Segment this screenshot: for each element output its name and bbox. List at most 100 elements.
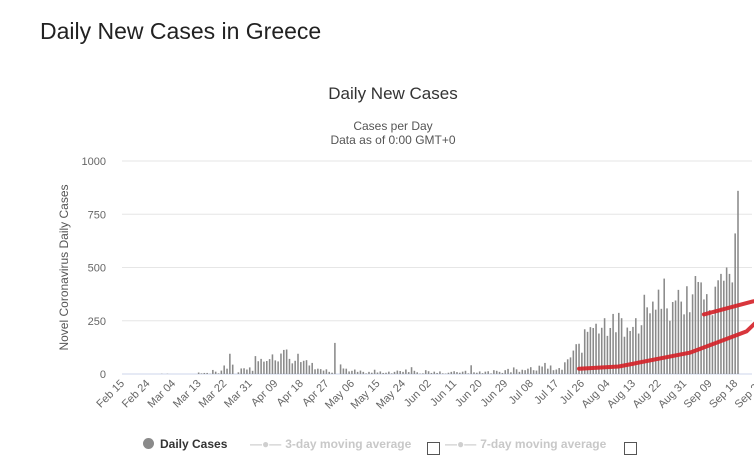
bar: [362, 371, 365, 374]
bar: [501, 372, 504, 374]
bar: [714, 286, 717, 374]
bar: [515, 369, 518, 374]
bar: [223, 365, 225, 374]
bar: [589, 327, 592, 374]
bar: [652, 301, 654, 374]
legend-item-daily-cases[interactable]: Daily Cases: [143, 437, 227, 451]
bar: [263, 361, 265, 374]
annotation-trend-line: [577, 321, 754, 371]
bar: [271, 354, 274, 374]
bar: [294, 360, 296, 374]
bar: [623, 336, 626, 374]
bar: [612, 313, 614, 374]
3-day-average-checkbox[interactable]: [427, 442, 440, 455]
bar: [427, 371, 430, 374]
bar: [547, 368, 549, 374]
bar: [308, 365, 311, 374]
bar: [206, 372, 208, 374]
bar: [635, 318, 637, 374]
bar: [246, 369, 248, 374]
bar: [476, 372, 478, 374]
bar: [348, 371, 350, 374]
bar: [439, 371, 441, 374]
7-day-average-checkbox[interactable]: [624, 442, 637, 455]
bar: [686, 286, 688, 374]
bar: [288, 358, 291, 374]
bar: [317, 368, 319, 374]
bar: [603, 318, 606, 374]
x-tick-label: Jun 11: [428, 378, 459, 409]
bar: [691, 294, 694, 374]
bar: [617, 312, 620, 374]
bar: [654, 309, 657, 374]
legend-line-marker-icon: —●—: [250, 437, 282, 451]
bar: [731, 282, 734, 374]
bar: [231, 364, 234, 374]
bar: [212, 369, 214, 374]
bar: [359, 370, 362, 374]
x-tick-label: Apr 09: [249, 378, 280, 409]
bar: [626, 327, 629, 374]
bar: [430, 372, 433, 374]
bar: [416, 372, 419, 374]
bar: [487, 371, 489, 374]
bar: [240, 368, 243, 374]
bar: [265, 361, 268, 374]
x-tick-label: Jun 02: [402, 378, 434, 410]
bar: [581, 352, 583, 374]
bar: [646, 307, 648, 374]
bar: [700, 282, 702, 374]
bar: [280, 353, 282, 374]
x-tick-label: Jul 17: [532, 378, 561, 407]
bar: [311, 362, 313, 374]
bar: [226, 368, 228, 374]
bar: [319, 369, 322, 374]
bar: [643, 294, 646, 374]
bar: [666, 308, 668, 374]
bar: [495, 370, 498, 374]
bar: [717, 280, 719, 374]
bar: [200, 373, 203, 374]
bar: [649, 313, 651, 374]
bar: [674, 300, 677, 374]
bar: [521, 369, 524, 374]
bar: [524, 370, 526, 374]
bar: [388, 371, 390, 374]
bar: [481, 373, 484, 374]
y-tick-label: 250: [88, 316, 106, 328]
bar: [393, 371, 396, 374]
bar: [407, 372, 410, 374]
bar: [532, 370, 535, 374]
bar: [697, 281, 700, 374]
bar: [456, 372, 458, 374]
bar: [351, 370, 353, 374]
bar: [345, 368, 348, 374]
bar: [473, 372, 475, 374]
bar: [368, 371, 370, 374]
bar: [680, 301, 683, 374]
legend-item-7-day-average[interactable]: —●— 7-day moving average: [445, 437, 607, 451]
bar: [510, 372, 512, 374]
bar: [723, 280, 725, 374]
bar: [507, 368, 509, 374]
bar: [541, 366, 543, 374]
bar: [356, 371, 359, 374]
bar: [578, 343, 580, 374]
bar: [600, 327, 603, 374]
legend-line-marker-icon: —●—: [445, 437, 477, 451]
bar: [402, 371, 404, 374]
bar: [373, 369, 376, 374]
bar: [725, 267, 728, 374]
bar: [470, 365, 472, 374]
bar: [529, 367, 532, 374]
legend-item-3-day-average[interactable]: —●— 3-day moving average: [250, 437, 412, 451]
bar: [467, 373, 470, 374]
y-tick-label: 0: [100, 369, 106, 381]
chart-subtitle-line-2: Data as of 0:00 GMT+0: [330, 133, 456, 147]
bar: [688, 312, 691, 374]
bar: [504, 370, 507, 374]
bar: [703, 299, 705, 374]
bar: [300, 362, 302, 374]
bar: [535, 370, 538, 374]
bar: [450, 371, 453, 374]
